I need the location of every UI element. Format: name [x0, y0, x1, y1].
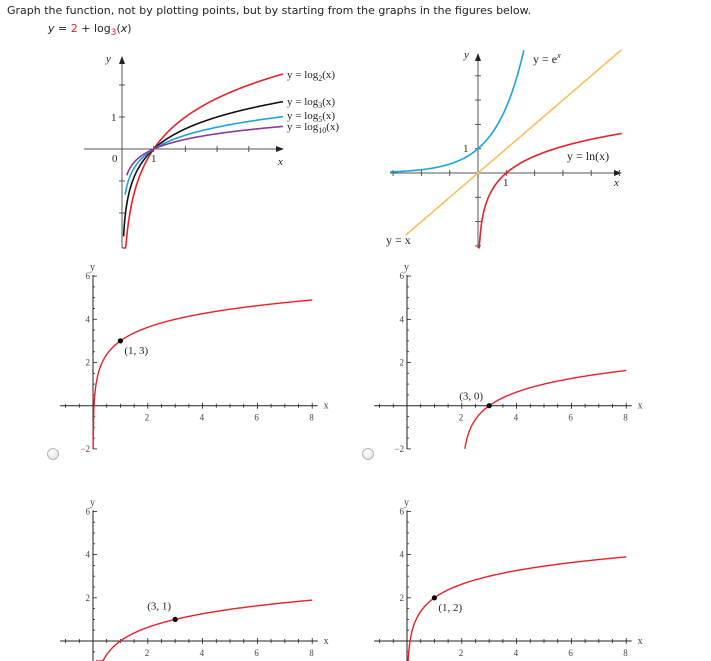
x-axis-label: x [638, 636, 643, 647]
y-axis-label: y [90, 262, 95, 273]
x-tick-label: 4 [514, 648, 519, 658]
x-tick-label: 6 [568, 413, 573, 423]
equation-base: 3 [110, 28, 117, 38]
x-axis-label: x [324, 401, 329, 412]
x-tick-label: 8 [309, 648, 314, 658]
curve-label-log5: y = log5(x) [287, 110, 335, 124]
x-tick-label: 4 [200, 648, 205, 658]
x-axis-label: x [638, 401, 643, 412]
choice-curve [407, 556, 627, 661]
y-axis-label: y [404, 497, 409, 508]
curve-label-log10: y = log10(x) [287, 121, 339, 135]
choice-curve [92, 299, 313, 449]
y-axis-label: y [90, 497, 95, 508]
choice-radio-2[interactable] [362, 448, 374, 460]
choice-radio-1[interactable] [47, 448, 59, 460]
key-point [486, 403, 492, 409]
x-tick-label: 8 [623, 413, 628, 423]
point-label: (3, 1) [147, 600, 171, 612]
y-tick-label: 4 [400, 314, 405, 324]
point-label: (1, 3) [124, 345, 148, 357]
y-axis-arrow-icon [475, 53, 481, 61]
x-tick-label: 1 [151, 153, 157, 165]
ln-curve [478, 132, 622, 249]
y-axis-arrow-icon [119, 56, 125, 64]
y-axis-label: y [463, 49, 469, 61]
exp-curve [390, 50, 525, 173]
y-tick-label: 1 [111, 112, 117, 124]
curve-label-identity: y = x [386, 233, 411, 247]
x-tick-label: 2 [459, 413, 464, 423]
choice-curve [96, 599, 313, 661]
curve-label-exp: y = ex [533, 51, 561, 66]
x-tick-label: 2 [145, 648, 150, 658]
y-tick-label: 6 [400, 271, 405, 281]
x-tick-label: 6 [568, 648, 573, 658]
y-axis-label: y [404, 262, 409, 273]
key-point [431, 595, 437, 601]
y-tick-label: 6 [400, 506, 405, 516]
identity-curve [405, 49, 622, 236]
key-point [172, 616, 178, 623]
x-axis-label: x [277, 156, 283, 168]
curve-label-log3: y = log3(x) [287, 96, 335, 110]
origin-label: 0 [112, 153, 118, 165]
y-tick-label: 2 [86, 593, 91, 603]
y-tick-label: 4 [86, 550, 91, 560]
y-tick-label: 6 [86, 271, 91, 281]
y-tick-label: 1 [463, 143, 469, 155]
point-label: (3, 0) [459, 391, 483, 403]
point-label: (1, 2) [438, 602, 462, 614]
curve-label-ln: y = ln(x) [567, 149, 609, 163]
y-tick-label: −2 [80, 444, 90, 454]
x-tick-label: 1 [503, 177, 509, 189]
y-tick-label: 4 [86, 314, 91, 324]
x-tick-label: 6 [254, 413, 259, 423]
log-base-3-curve [122, 100, 284, 237]
x-tick-label: 4 [200, 413, 205, 423]
log-base-2-curve [122, 73, 284, 249]
choice-curve [464, 369, 627, 450]
equation: y = 2 + log3(x) [48, 22, 132, 38]
equation-shift: 2 [70, 22, 78, 35]
x-axis-label: x [613, 177, 619, 189]
y-tick-label: 4 [400, 550, 405, 560]
x-tick-label: 8 [623, 648, 628, 658]
x-tick-label: 2 [145, 413, 150, 423]
y-tick-label: 2 [86, 358, 91, 368]
y-tick-label: 2 [400, 358, 405, 368]
x-tick-label: 6 [254, 648, 259, 658]
x-axis-arrow-icon [276, 146, 284, 152]
x-axis-label: x [324, 636, 329, 647]
y-tick-label: 2 [400, 593, 405, 603]
question-prompt: Graph the function, not by plotting poin… [7, 4, 532, 17]
x-tick-label: 8 [309, 413, 314, 423]
y-tick-label: 6 [86, 506, 91, 516]
x-tick-label: 2 [459, 648, 464, 658]
y-tick-label: −2 [394, 444, 404, 454]
x-axis-arrow-icon [614, 170, 622, 176]
y-axis-label: y [105, 53, 111, 65]
key-point [117, 338, 123, 344]
x-tick-label: 4 [514, 413, 519, 423]
log-base-10-curve [126, 125, 284, 176]
curve-label-log2: y = log2(x) [287, 69, 335, 83]
